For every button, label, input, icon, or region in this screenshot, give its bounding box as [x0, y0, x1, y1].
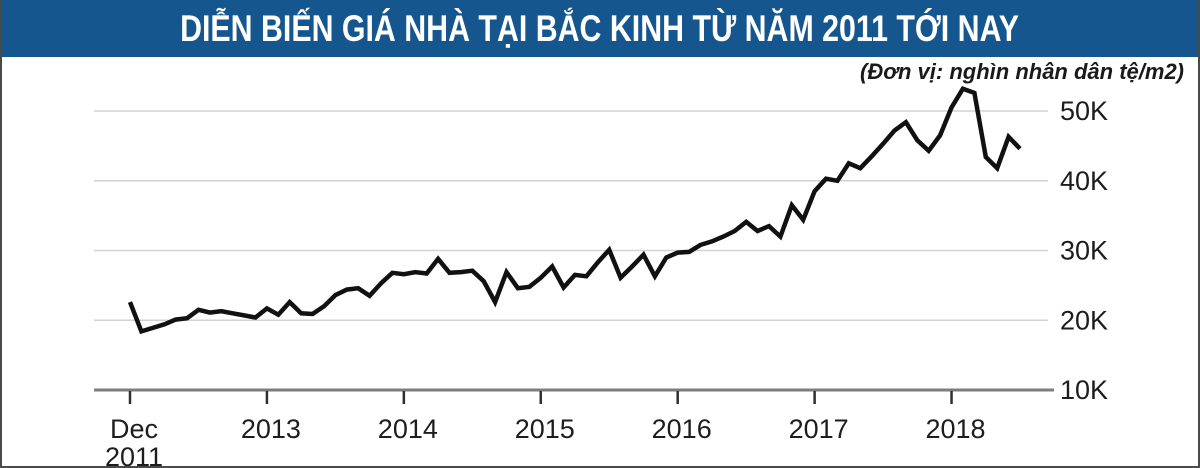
x-axis-label-2016: 2016	[652, 414, 712, 444]
x-axis-label-2015: 2015	[515, 414, 575, 444]
y-axis-label-40K: 40K	[1060, 166, 1108, 196]
price-line-series	[127, 85, 1022, 335]
x-axis-label-2018: 2018	[925, 414, 985, 444]
y-axis-label-30K: 30K	[1060, 236, 1108, 266]
x-axis-label-2014: 2014	[378, 414, 438, 444]
unit-label: (Đơn vị: nghìn nhân dân tệ/m2)	[860, 59, 1184, 84]
y-axis-label-20K: 20K	[1060, 305, 1108, 335]
chart-title: DIỄN BIẾN GIÁ NHÀ TẠI BẮC KINH TỪ NĂM 20…	[180, 7, 1020, 49]
x-axis-label-2011: 2011	[105, 442, 163, 468]
title-bar: DIỄN BIẾN GIÁ NHÀ TẠI BẮC KINH TỪ NĂM 20…	[2, 0, 1198, 57]
y-axis-label-50K: 50K	[1060, 96, 1108, 126]
x-axis-label-2013: 2013	[241, 414, 301, 444]
x-axis-label-Dec: Dec	[110, 414, 158, 444]
x-axis-label-2017: 2017	[789, 414, 849, 444]
y-axis-label-10K: 10K	[1060, 375, 1108, 405]
